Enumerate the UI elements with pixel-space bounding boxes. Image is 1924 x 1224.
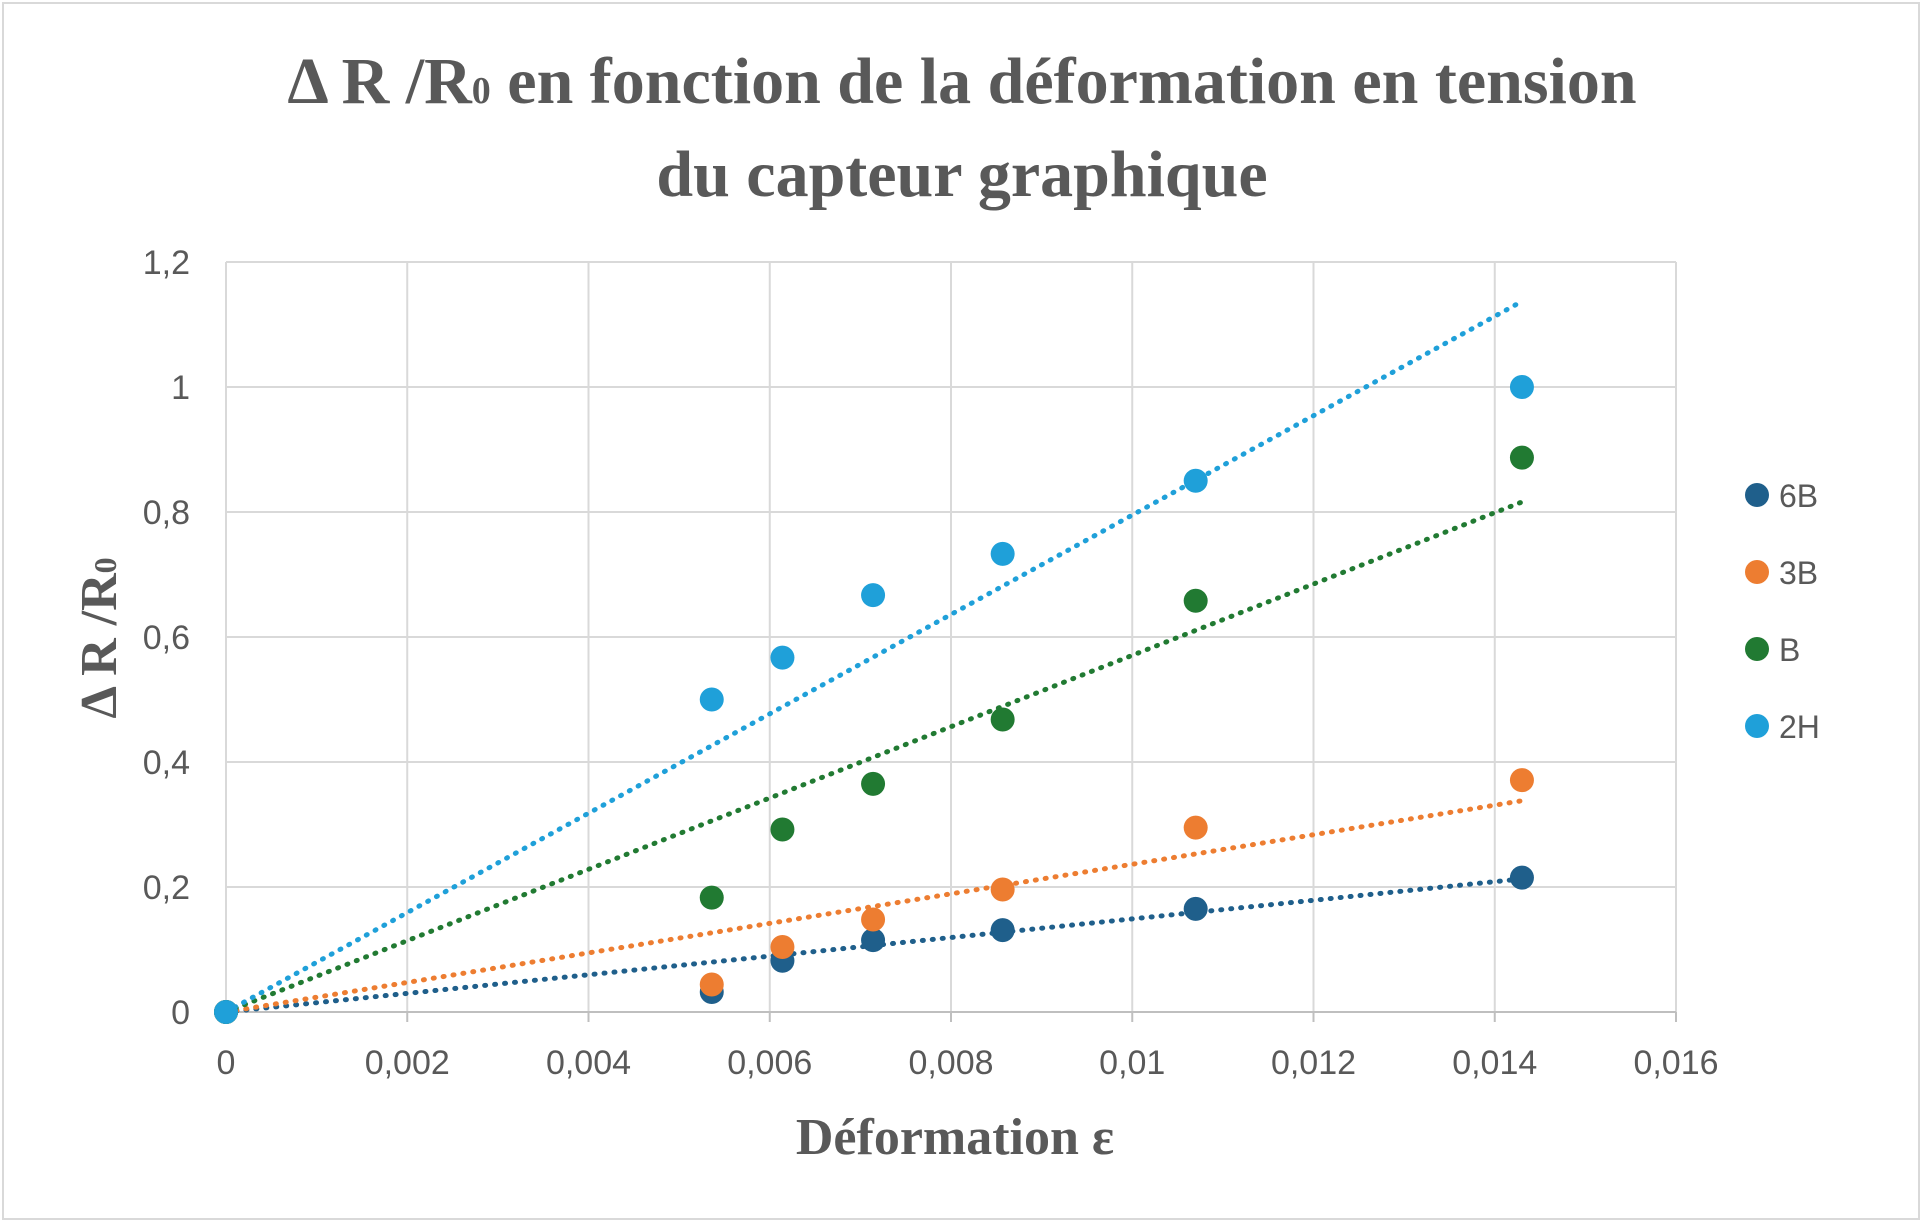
data-point-3b [1509, 768, 1534, 793]
y-tick-label: 0,8 [143, 494, 190, 532]
chart-title: Δ R /R0 en fonction de la déformation en… [0, 40, 1924, 217]
y-tick-label: 0 [171, 994, 190, 1032]
y-tick-label: 0,4 [143, 744, 190, 782]
x-axis-title: Déformation ε [796, 1109, 1114, 1166]
trend-line-b [223, 499, 1525, 1015]
data-point-3b [699, 972, 724, 997]
data-point-2h [861, 583, 886, 608]
trend-line-3b [223, 798, 1525, 1015]
data-point-2h [699, 687, 724, 712]
x-tick-label: 0 [217, 1044, 236, 1082]
data-point-6b [990, 918, 1015, 943]
y-tick-labels: 0 0,2 0,4 0,6 0,8 1 1,2 [143, 244, 190, 1032]
data-point-3b [990, 877, 1015, 902]
grid-lines [225, 261, 1677, 1022]
x-tick-label: 0,012 [1271, 1044, 1356, 1082]
data-point-6b [1183, 896, 1208, 921]
legend-label-2h: 2H [1779, 709, 1820, 745]
data-point-2h [770, 645, 795, 670]
chart-title-line-2: du capteur graphique [656, 138, 1268, 211]
data-point-3b [1183, 815, 1208, 840]
chart-title-line-1: Δ R /R0 en fonction de la déformation en… [287, 45, 1637, 118]
legend-label-6b: 6B [1779, 478, 1818, 514]
data-point-2h [1183, 468, 1208, 493]
data-point-b [1509, 445, 1534, 470]
data-point-2h [1509, 375, 1534, 399]
data-point-6b [861, 928, 886, 953]
trend-lines [223, 298, 1525, 1015]
data-point-b [699, 885, 724, 910]
chart-title-subscript: 0 [471, 70, 491, 112]
legend-label-b: B [1779, 632, 1800, 668]
x-tick-label: 0,016 [1633, 1044, 1718, 1082]
legend-marker-3b [1745, 560, 1769, 584]
x-tick-label: 0,01 [1099, 1044, 1165, 1082]
data-point-2h [990, 541, 1015, 566]
x-tick-label: 0,002 [365, 1044, 450, 1082]
data-point-2h [214, 1000, 238, 1024]
trend-line-2h [223, 298, 1525, 1015]
data-point-b [990, 707, 1015, 732]
x-tick-labels: 0 0,002 0,004 0,006 0,008 0,01 0,012 0,014 0,016 [217, 1044, 1719, 1082]
y-tick-label: 1 [171, 369, 190, 407]
y-tick-label: 0,2 [143, 869, 190, 907]
data-point-3b [770, 935, 795, 959]
data-points [214, 375, 1534, 1024]
data-point-b [861, 771, 886, 796]
legend-marker-2h [1745, 714, 1769, 738]
legend-marker-b [1745, 637, 1769, 661]
x-tick-label: 0,008 [908, 1044, 993, 1082]
legend-marker-6b [1745, 483, 1769, 507]
y-tick-label: 1,2 [143, 244, 190, 282]
legend: 6B 3B B 2H [1745, 478, 1820, 745]
legend-label-3b: 3B [1779, 555, 1818, 591]
data-point-b [1183, 588, 1208, 613]
data-point-b [770, 817, 795, 842]
data-point-6b [1509, 865, 1534, 890]
x-tick-label: 0,004 [546, 1044, 631, 1082]
x-tick-label: 0,014 [1452, 1044, 1537, 1082]
data-point-3b [861, 907, 886, 932]
y-tick-label: 0,6 [143, 619, 190, 657]
y-axis-title: Δ R /R0 [71, 557, 128, 718]
x-tick-label: 0,006 [727, 1044, 812, 1082]
